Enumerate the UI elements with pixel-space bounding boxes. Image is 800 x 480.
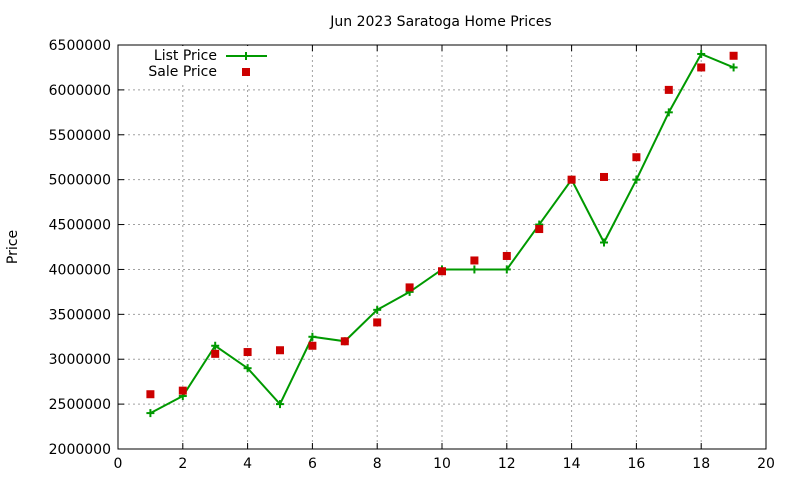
y-axis-label: Price bbox=[5, 230, 21, 264]
legend: List Price Sale Price bbox=[130, 46, 280, 82]
list-price-point bbox=[600, 238, 608, 247]
x-tick-label: 4 bbox=[243, 456, 252, 472]
list-price-point bbox=[146, 409, 155, 418]
legend-label-list-price: List Price bbox=[154, 48, 217, 64]
sale-price-point bbox=[438, 267, 446, 276]
list-price-point bbox=[729, 63, 738, 72]
sale-price-point bbox=[632, 153, 641, 162]
sale-price-point bbox=[697, 63, 706, 72]
grid bbox=[118, 45, 766, 449]
list-price-point bbox=[470, 265, 479, 274]
x-tick-label: 14 bbox=[563, 456, 581, 472]
series bbox=[146, 49, 738, 418]
plot-frame bbox=[117, 44, 767, 450]
ticks: 0 2 4 6 8 10 12 14 16 18 20 2000000 2500000 3000000 35… bbox=[49, 38, 775, 472]
y-tick-label: 4000000 bbox=[49, 262, 111, 278]
y-tick-label: 6000000 bbox=[49, 83, 111, 99]
list-price-point bbox=[697, 49, 706, 58]
y-tick-label: 5000000 bbox=[49, 173, 111, 189]
legend-background bbox=[130, 46, 280, 82]
sale-price-point bbox=[535, 225, 544, 234]
legend-swatch-sale-price bbox=[242, 68, 250, 76]
x-tick-label: 12 bbox=[498, 456, 516, 472]
x-tick-label: 6 bbox=[308, 456, 317, 472]
list-price-line bbox=[149, 52, 734, 414]
y-tick-label: 4500000 bbox=[49, 218, 111, 234]
sale-price-point bbox=[276, 346, 284, 355]
sale-price-point bbox=[243, 348, 252, 357]
sale-price-point bbox=[470, 256, 479, 265]
sale-price-point bbox=[146, 390, 155, 399]
x-tick-label: 10 bbox=[433, 456, 451, 472]
list-price-point bbox=[502, 265, 511, 274]
sale-price-point bbox=[567, 175, 576, 184]
y-tick-label: 3000000 bbox=[49, 352, 111, 368]
x-tick-label: 2 bbox=[178, 456, 187, 472]
y-tick-label: 3500000 bbox=[49, 307, 111, 323]
sale-price-point bbox=[340, 337, 349, 346]
sale-price-point bbox=[600, 172, 608, 181]
sale-price-point bbox=[729, 51, 738, 60]
chart-title: Jun 2023 Saratoga Home Prices bbox=[329, 14, 551, 30]
list-price-point bbox=[308, 332, 317, 341]
x-tick-label: 0 bbox=[114, 456, 123, 472]
sale-price-point bbox=[373, 318, 382, 327]
list-price-point bbox=[211, 341, 220, 350]
y-tick-label: 6500000 bbox=[49, 38, 111, 54]
legend-label-sale-price: Sale Price bbox=[148, 64, 217, 80]
x-tick-label: 8 bbox=[373, 456, 382, 472]
list-price-point bbox=[243, 364, 252, 373]
list-price-point bbox=[664, 108, 673, 117]
sale-price-point bbox=[502, 251, 511, 260]
list-price-point bbox=[373, 305, 382, 314]
list-price-point bbox=[632, 175, 641, 184]
x-tick-label: 18 bbox=[692, 456, 710, 472]
sale-price-point bbox=[664, 85, 673, 94]
list-price-point bbox=[276, 400, 284, 409]
sale-price-point bbox=[308, 341, 317, 350]
x-tick-label: 20 bbox=[757, 456, 775, 472]
x-tick-label: 16 bbox=[627, 456, 645, 472]
sale-price-point bbox=[211, 349, 220, 358]
y-tick-label: 2500000 bbox=[49, 397, 111, 413]
y-tick-label: 2000000 bbox=[49, 442, 111, 458]
legend-marker-list-price bbox=[242, 52, 250, 60]
sale-price-point bbox=[405, 283, 414, 292]
sale-price-point bbox=[178, 386, 187, 395]
y-tick-label: 5500000 bbox=[49, 128, 111, 144]
